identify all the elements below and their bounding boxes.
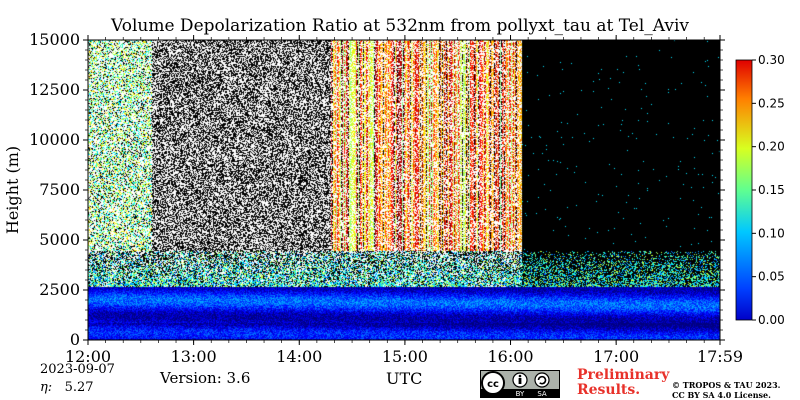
y-tick-label: 12500 bbox=[29, 80, 80, 99]
x-tick-label: 16:00 bbox=[487, 347, 533, 366]
depolarization-heatmap bbox=[88, 40, 720, 340]
copyright-notice: © TROPOS & TAU 2023. CC BY SA 4.0 Licens… bbox=[672, 380, 800, 400]
by-person-body-icon bbox=[518, 378, 522, 384]
chart-title: Volume Depolarization Ratio at 532nm fro… bbox=[111, 16, 689, 36]
plot-frame bbox=[87, 39, 721, 341]
colorbar bbox=[735, 59, 753, 321]
date-label: 2023-09-07 bbox=[40, 362, 115, 377]
eta-value: 5.27 bbox=[64, 380, 94, 395]
y-tick-label: 5000 bbox=[39, 230, 80, 249]
copyright-line-1: © TROPOS & TAU 2023. bbox=[672, 380, 781, 390]
cc-license-badge: cc BY SA bbox=[480, 370, 560, 398]
preliminary-results-label: Preliminary Results. bbox=[577, 367, 670, 398]
colorbar-tick-label: 0.25 bbox=[758, 96, 785, 110]
y-tick-label: 10000 bbox=[29, 130, 80, 149]
x-tick-label: 13:00 bbox=[171, 347, 217, 366]
colorbar-tick-label: 0.05 bbox=[758, 270, 785, 284]
colorbar-tick-label: 0.20 bbox=[758, 140, 785, 154]
x-tick-label: 15:00 bbox=[382, 347, 428, 366]
y-tick-label: 7500 bbox=[39, 180, 80, 199]
x-tick-label: 12:00 bbox=[65, 347, 111, 366]
eta-symbol: η: bbox=[40, 380, 53, 395]
sa-icon bbox=[534, 372, 550, 388]
cc-icon-text: cc bbox=[487, 379, 499, 390]
colorbar-tick-label: 0.10 bbox=[758, 226, 785, 240]
y-tick-label: 2500 bbox=[39, 280, 80, 299]
by-person-head-icon bbox=[518, 374, 522, 378]
x-tick-label: 17:00 bbox=[593, 347, 639, 366]
colorbar-tick-label: 0.15 bbox=[758, 183, 785, 197]
colorbar-tick-label: 0.00 bbox=[758, 313, 785, 327]
copyright-line-2: CC BY SA 4.0 License. bbox=[672, 390, 771, 400]
x-tick-label: 17:59 bbox=[697, 347, 743, 366]
x-axis: 12:00 13:00 14:00 15:00 16:00 17:00 17:59 bbox=[65, 35, 743, 366]
badge-by-text: BY bbox=[516, 390, 525, 398]
colorbar-axis: 0.00 0.05 0.10 0.15 0.20 0.25 0.30 bbox=[752, 53, 785, 327]
x-tick-label: 14:00 bbox=[276, 347, 322, 366]
version-label: Version: 3.6 bbox=[160, 369, 251, 387]
cc-icon bbox=[481, 371, 505, 395]
y-axis: 0 2500 5000 7500 10000 12500 15000 bbox=[29, 30, 725, 349]
sa-arrow-icon bbox=[537, 375, 547, 385]
colorbar-tick-label: 0.30 bbox=[758, 53, 785, 67]
eta-label: η: 5.27 bbox=[40, 380, 94, 395]
x-axis-label: UTC bbox=[386, 369, 423, 388]
y-axis-label: Height (m) bbox=[3, 146, 22, 234]
badge-sa-text: SA bbox=[537, 390, 547, 398]
y-tick-label: 0 bbox=[70, 330, 80, 349]
y-tick-label: 15000 bbox=[29, 30, 80, 49]
